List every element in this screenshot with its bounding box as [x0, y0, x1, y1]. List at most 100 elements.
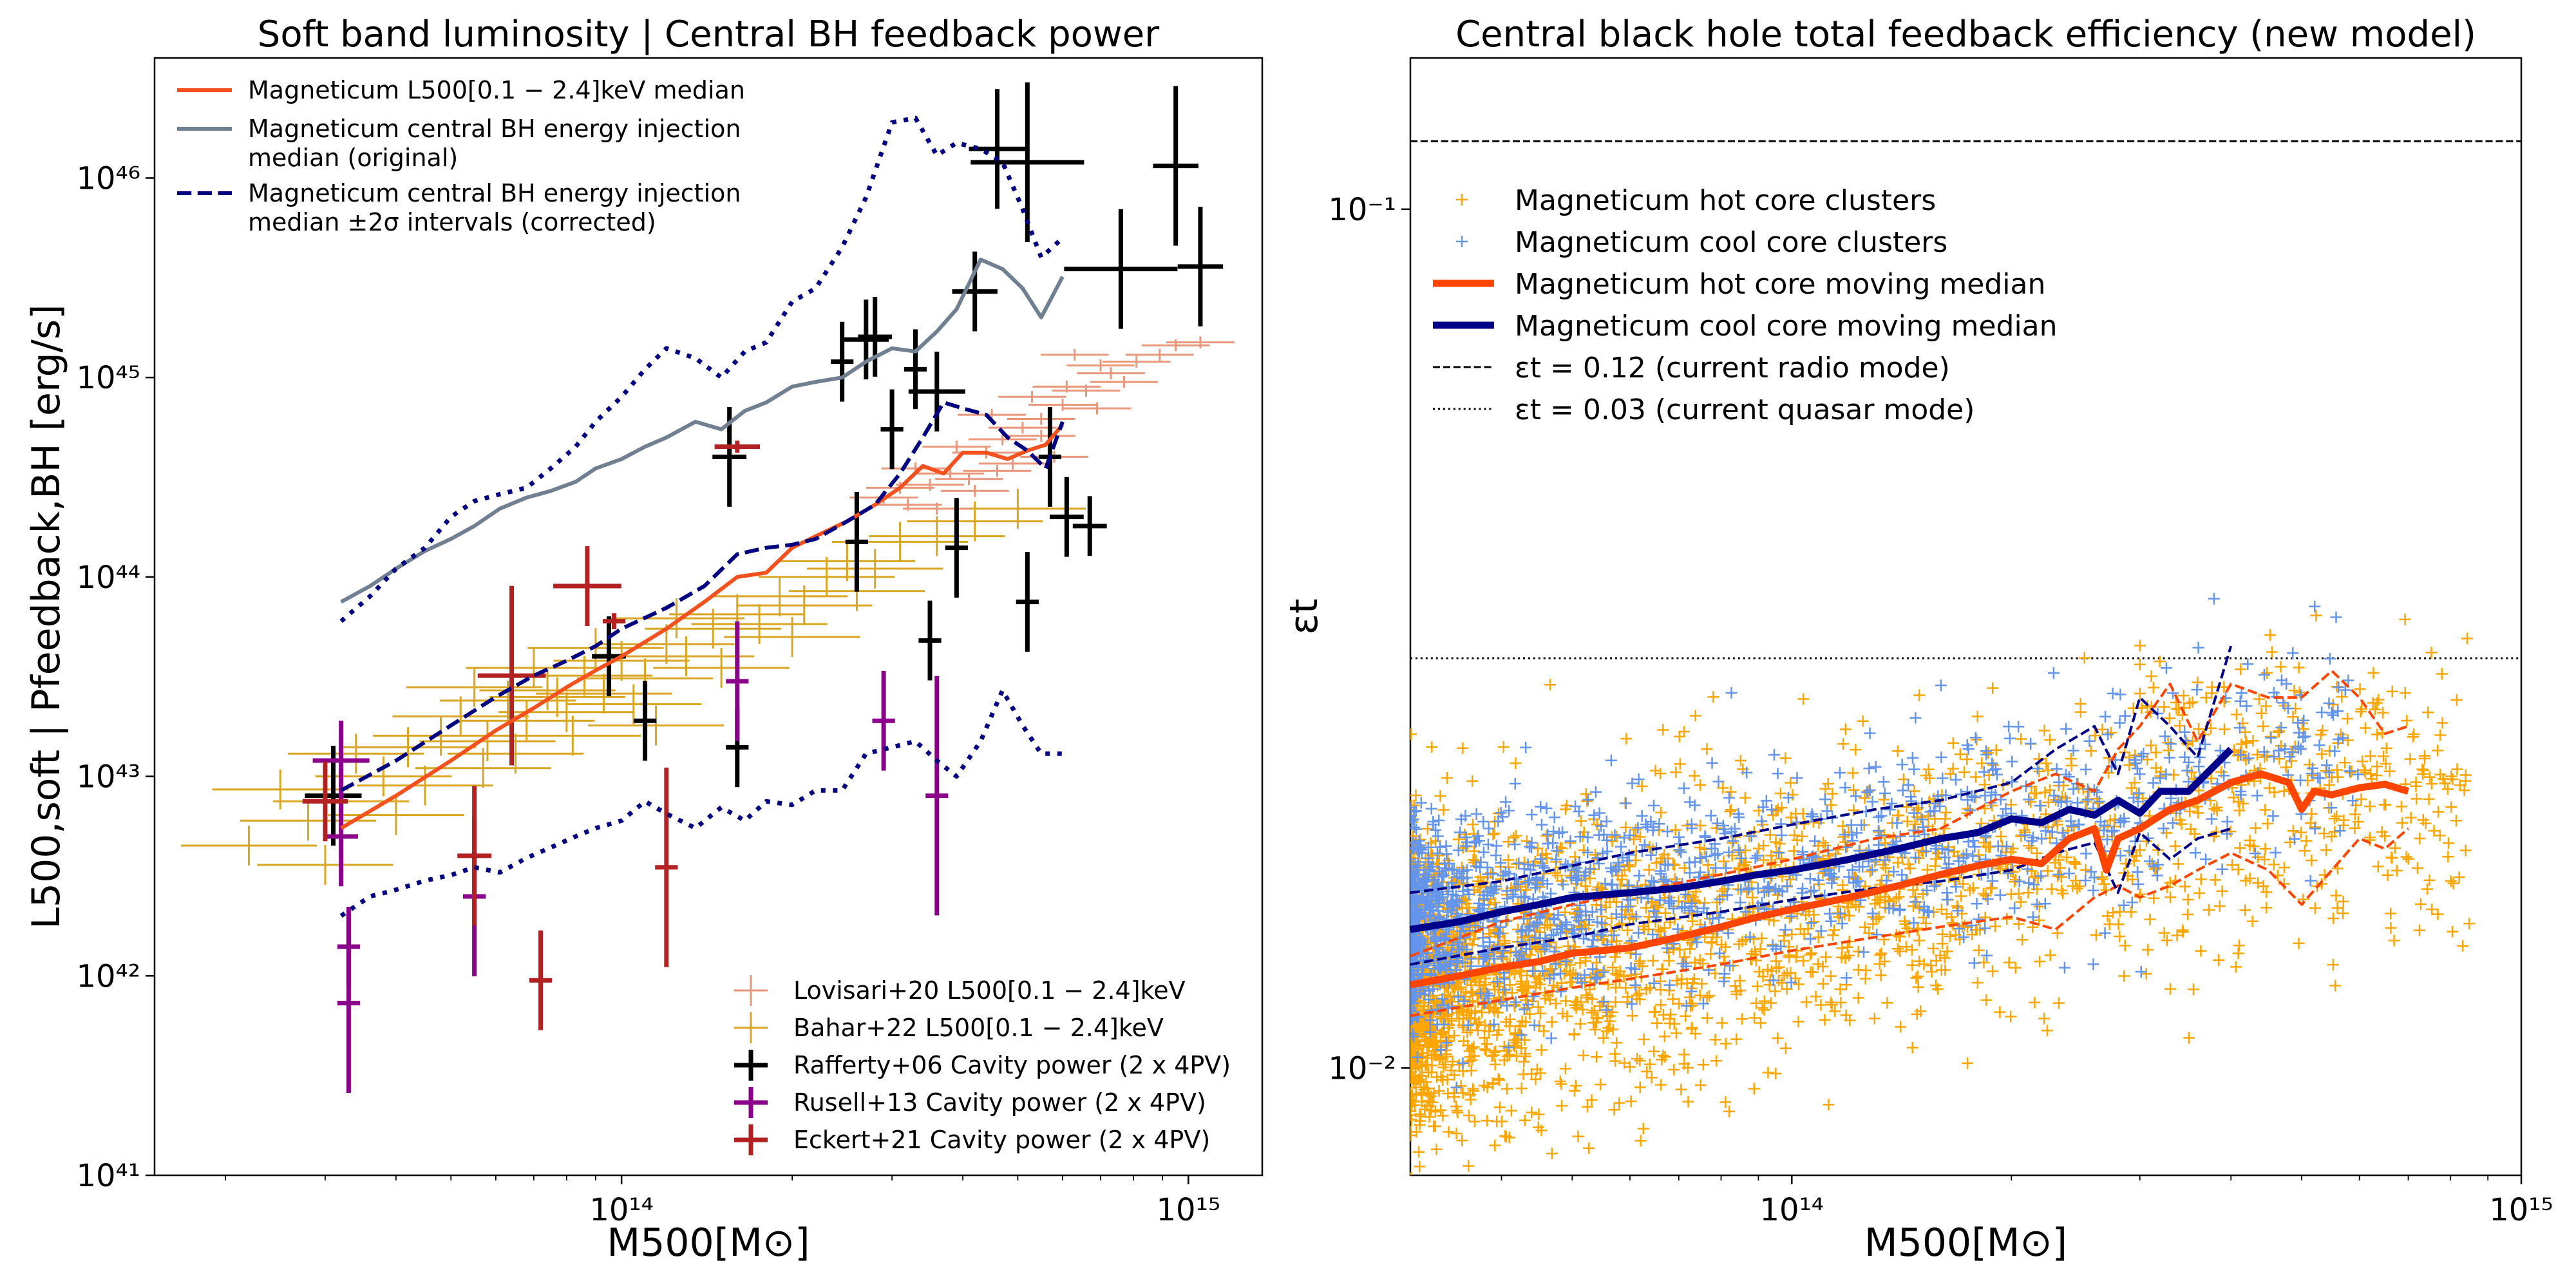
right-x-axis-label: M500[M⊙] — [1864, 1220, 2067, 1265]
cluster-point — [1995, 830, 2007, 842]
cluster-point — [1966, 929, 1978, 941]
cluster-point — [1766, 965, 1778, 977]
cluster-point — [1812, 874, 1824, 886]
cluster-point — [1773, 847, 1785, 859]
cluster-point — [1810, 990, 1822, 1003]
cluster-point — [1577, 1049, 1589, 1061]
cluster-point — [1655, 806, 1667, 819]
cluster-point — [2131, 762, 2143, 775]
cluster-point — [1561, 956, 1573, 969]
cluster-point — [2171, 929, 2183, 942]
cluster-point — [1426, 1096, 1439, 1108]
cluster-point — [2052, 870, 2064, 882]
cluster-point — [1439, 933, 1452, 945]
cluster-point — [1534, 1067, 1546, 1079]
cluster-point — [2140, 968, 2152, 980]
cluster-point — [1477, 815, 1490, 828]
cluster-point — [1734, 755, 1747, 767]
cluster-point — [1610, 908, 1622, 920]
cluster-point — [1528, 1019, 1540, 1032]
cluster-point — [2329, 826, 2341, 838]
cluster-point — [1490, 1001, 1502, 1014]
cluster-point — [2316, 724, 2329, 737]
cluster-point — [1499, 983, 1511, 996]
cluster-point — [1815, 925, 1827, 937]
cluster-point — [2088, 871, 2101, 884]
cluster-point — [2125, 782, 2137, 794]
cluster-point — [2389, 842, 2401, 854]
cluster-point — [2251, 790, 2263, 802]
cluster-point — [1779, 752, 1792, 764]
cluster-point — [2356, 755, 2369, 768]
cluster-point — [1821, 805, 1833, 817]
cluster-point — [1717, 820, 1729, 832]
cluster-point — [2079, 795, 2092, 808]
cluster-point — [1483, 990, 1495, 1002]
cluster-point — [2459, 844, 2472, 857]
cluster-point — [1762, 1066, 1774, 1079]
cluster-point — [1781, 983, 1793, 995]
cluster-point — [1643, 864, 1655, 876]
cluster-point — [1624, 829, 1636, 842]
left-upper-legend-label: Magneticum central BH energy injection — [248, 179, 741, 207]
cluster-point — [1773, 961, 1785, 973]
cluster-point — [2451, 763, 2463, 775]
cluster-point — [1797, 693, 1810, 705]
cluster-point — [1609, 996, 1622, 1008]
right-plot-area — [1410, 140, 2521, 1208]
cluster-point — [1852, 992, 1864, 1004]
cluster-point — [2114, 814, 2126, 826]
cluster-point — [1430, 886, 1443, 898]
cluster-point — [1723, 1105, 1736, 1117]
cluster-point — [1962, 1057, 1974, 1069]
cluster-point — [1425, 1104, 1437, 1116]
cluster-point — [1611, 830, 1623, 842]
cluster-point — [2061, 795, 2073, 808]
cluster-point — [2025, 737, 2037, 750]
cluster-point — [2329, 980, 2342, 992]
cluster-point — [1416, 1095, 1428, 1108]
cluster-point — [1770, 846, 1783, 858]
cluster-point — [1894, 830, 1906, 842]
cluster-point — [1560, 995, 1572, 1007]
cluster-point — [1683, 991, 1696, 1003]
cluster-point — [2450, 694, 2463, 706]
cluster-point — [2200, 692, 2212, 704]
cluster-point — [2325, 772, 2338, 784]
cluster-point — [2188, 828, 2201, 840]
cluster-point — [1918, 828, 1931, 840]
cluster-point — [2041, 1025, 2053, 1037]
left-series-line — [340, 400, 1065, 793]
cluster-point — [1659, 858, 1671, 871]
cluster-point — [1457, 886, 1469, 898]
cluster-point — [1583, 914, 1595, 926]
cluster-point — [2038, 724, 2050, 737]
cluster-point — [1673, 998, 1685, 1010]
cluster-point — [1414, 1197, 1426, 1208]
cluster-point — [1751, 849, 1763, 862]
cluster-point — [1648, 977, 1660, 989]
cluster-point — [1463, 888, 1475, 900]
cluster-point — [1682, 1095, 1694, 1108]
cluster-point — [2304, 875, 2316, 887]
cluster-point — [1800, 909, 1812, 921]
cluster-point — [2443, 837, 2455, 849]
cluster-point — [1531, 916, 1543, 928]
cluster-point — [1606, 866, 1618, 878]
cluster-point — [1518, 891, 1530, 904]
cluster-point — [1924, 772, 1936, 784]
cluster-point — [2404, 753, 2416, 765]
cluster-point — [1719, 1037, 1732, 1050]
cluster-point — [1447, 888, 1459, 900]
cluster-point — [2364, 831, 2376, 844]
cluster-point — [2040, 825, 2052, 837]
cluster-point — [2306, 808, 2318, 820]
cluster-point — [1412, 842, 1424, 854]
cluster-point — [1930, 853, 1942, 865]
cluster-point — [1433, 1084, 1445, 1097]
cluster-point — [2358, 764, 2371, 776]
cluster-point — [1834, 907, 1846, 920]
cluster-point — [2240, 737, 2253, 749]
cluster-point — [2445, 770, 2458, 782]
cluster-point — [1465, 979, 1477, 991]
